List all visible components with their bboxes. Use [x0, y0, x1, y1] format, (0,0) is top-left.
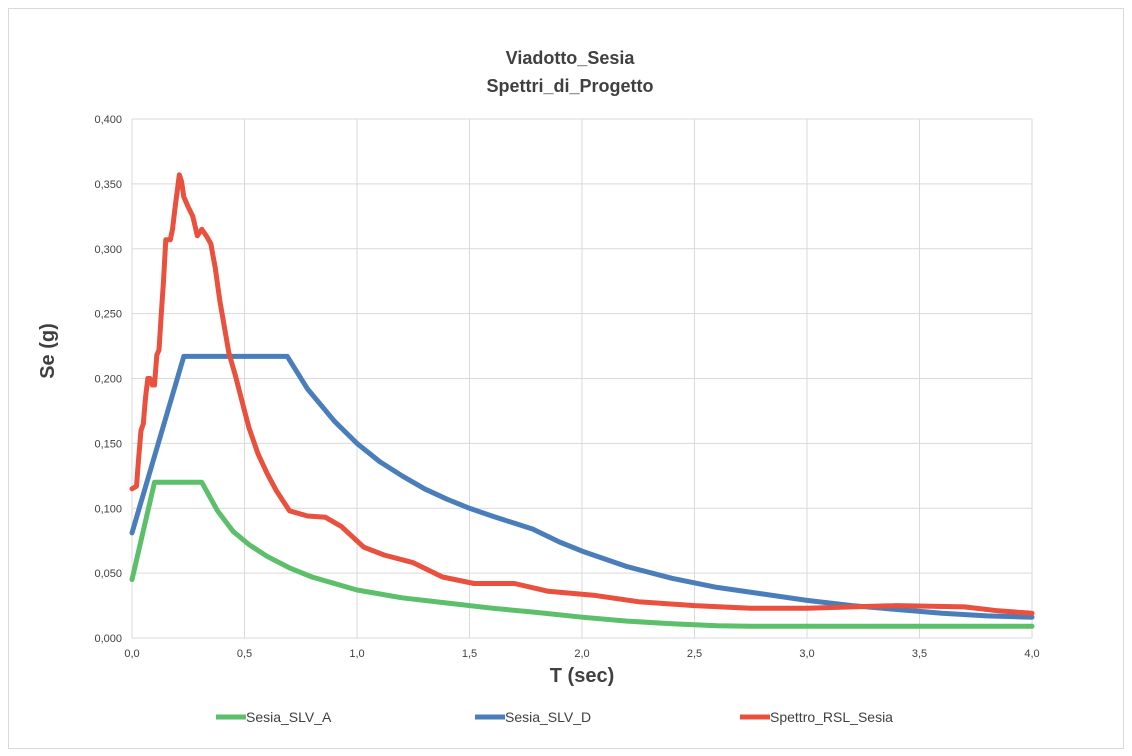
series-line-0: [129, 479, 1035, 629]
y-axis-tick-labels: 0,000 0,050 0,100 0,150 0,200 0,250 0,300 0,350…: [94, 114, 122, 645]
legend-label: Spettro_RSL_Sesia: [770, 709, 893, 725]
y-axis-title: Se (g): [37, 323, 59, 379]
x-axis-tick-labels: 0,0 0,5 1,0 1,5 2,0 2,5 3,0 3,5 4,0: [124, 648, 1039, 660]
x-tick-label: 3,0: [799, 648, 814, 660]
x-tick-label: 3,5: [912, 648, 927, 660]
chart-title-group: Viadotto_Sesia Spettri_di_Progetto: [486, 48, 653, 96]
y-tick-label: 0,250: [94, 309, 122, 321]
y-tick-label: 0,400: [94, 114, 122, 126]
x-tick-label: 0,5: [237, 648, 252, 660]
gridlines: [131, 118, 1033, 639]
series-lines: [129, 172, 1035, 629]
x-tick-label: 4,0: [1024, 648, 1039, 660]
legend-label: Sesia_SLV_D: [505, 709, 591, 725]
y-tick-label: 0,050: [94, 568, 122, 580]
chart-subtitle: Spettri_di_Progetto: [486, 76, 653, 96]
series-line-2: [129, 172, 1035, 616]
y-tick-label: 0,000: [94, 633, 122, 645]
y-tick-label: 0,200: [94, 374, 122, 386]
x-axis-title: T (sec): [550, 665, 614, 687]
x-tick-label: 1,5: [462, 648, 477, 660]
chart-title: Viadotto_Sesia: [506, 48, 636, 68]
x-tick-label: 2,0: [574, 648, 589, 660]
y-tick-label: 0,150: [94, 438, 122, 450]
legend: Sesia_SLV_A Sesia_SLV_D Spettro_RSL_Sesia: [216, 709, 893, 725]
x-tick-label: 0,0: [124, 648, 139, 660]
x-tick-label: 2,5: [687, 648, 702, 660]
x-tick-label: 1,0: [349, 648, 364, 660]
y-tick-label: 0,350: [94, 179, 122, 191]
y-tick-label: 0,100: [94, 503, 122, 515]
legend-label: Sesia_SLV_A: [246, 709, 332, 725]
y-tick-label: 0,300: [94, 244, 122, 256]
